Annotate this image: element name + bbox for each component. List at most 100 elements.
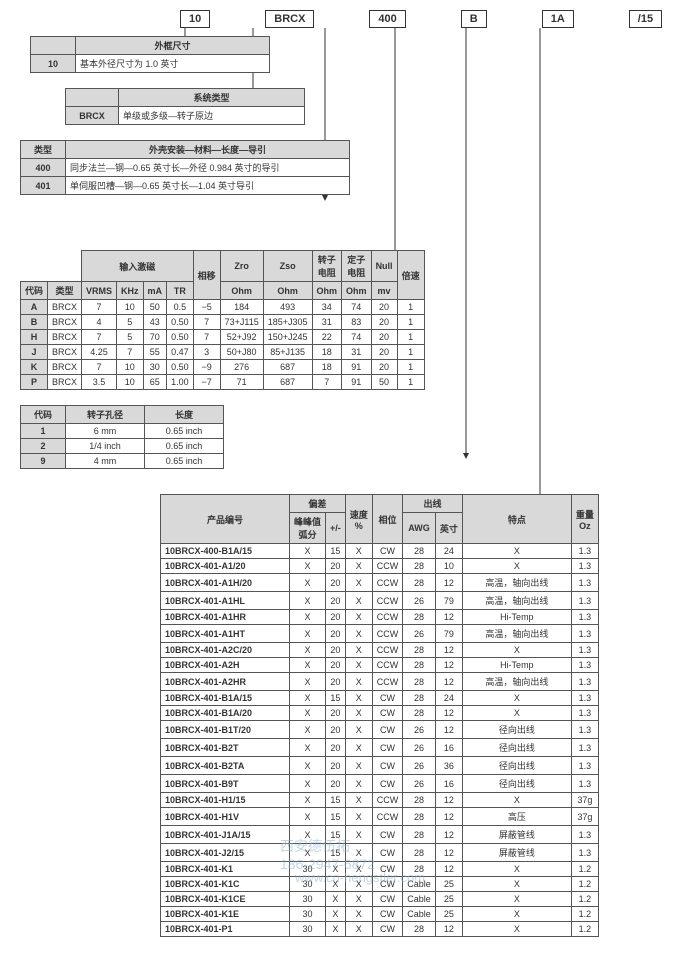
cell: X [290, 739, 326, 757]
cell: 28 [403, 862, 436, 877]
cell: 71 [220, 375, 263, 390]
frame-size-table: 外框尺寸 10基本外径尺寸为 1.0 英寸 [30, 36, 270, 73]
cell: 79 [435, 592, 462, 610]
cell: 12 [435, 643, 462, 658]
cell: 1.3 [571, 625, 598, 643]
cell: X [462, 922, 571, 937]
cell: X [290, 559, 326, 574]
cell: X [290, 721, 326, 739]
cell: 1.00 [167, 375, 194, 390]
cell: 20 [326, 658, 346, 673]
cell: X [345, 592, 372, 610]
cell: Cable [403, 877, 436, 892]
cell: X [345, 721, 372, 739]
cell: 7 [193, 315, 220, 330]
cell: 1.3 [571, 844, 598, 862]
cell: X [345, 559, 372, 574]
cell: 20 [326, 721, 346, 739]
cell: 0.65 inch [145, 439, 224, 454]
cell: 20 [326, 673, 346, 691]
cell: X [290, 544, 326, 559]
cell: BRCX [48, 375, 82, 390]
cell: 10BRCX-401-A2H [161, 658, 290, 673]
cell: 5 [117, 330, 144, 345]
cell: 7 [312, 375, 342, 390]
cell: X [345, 775, 372, 793]
cell: 185+J305 [263, 315, 312, 330]
cell: CCW [372, 643, 403, 658]
cell: 10BRCX-401-A1/20 [161, 559, 290, 574]
cell: CCW [372, 559, 403, 574]
cell: 184 [220, 300, 263, 315]
cell: X [345, 625, 372, 643]
cell: 10BRCX-401-B2T [161, 739, 290, 757]
cell: X [462, 793, 571, 808]
cell: X [290, 592, 326, 610]
cell: CW [372, 544, 403, 559]
cell: 16 [435, 775, 462, 793]
cell: 高温，轴向出线 [462, 592, 571, 610]
cell: 28 [403, 559, 436, 574]
cell: 0.5 [167, 300, 194, 315]
cell: 10BRCX-401-A1HR [161, 610, 290, 625]
cell: 高温，轴向出线 [462, 673, 571, 691]
cell: CW [372, 892, 403, 907]
cell: 7 [82, 300, 117, 315]
cell: 高温，轴向出线 [462, 574, 571, 592]
code-400: 400 [369, 10, 405, 28]
cell: CCW [372, 574, 403, 592]
cell: 493 [263, 300, 312, 315]
cell: 43 [143, 315, 167, 330]
cell: 31 [312, 315, 342, 330]
cell: 10BRCX-401-H1V [161, 808, 290, 826]
cell: 26 [403, 625, 436, 643]
cell: 20 [326, 643, 346, 658]
cell: 1.3 [571, 643, 598, 658]
cell: 34 [312, 300, 342, 315]
cell: X [462, 559, 571, 574]
cell: 12 [435, 808, 462, 826]
cell: A [21, 300, 48, 315]
cell: CCW [372, 658, 403, 673]
cell: X [290, 775, 326, 793]
cell: CW [372, 922, 403, 937]
cell: 10BRCX-401-H1/15 [161, 793, 290, 808]
cell: X [290, 691, 326, 706]
cell: 31 [342, 345, 372, 360]
cell: 1.3 [571, 706, 598, 721]
cell: 1.2 [571, 862, 598, 877]
cell: 15 [326, 826, 346, 844]
cell: 687 [263, 375, 312, 390]
cell: 10BRCX-401-B1A/15 [161, 691, 290, 706]
cell: 20 [371, 300, 397, 315]
cell: 28 [403, 826, 436, 844]
cell: X [462, 862, 571, 877]
cell: 70 [143, 330, 167, 345]
cell: 687 [263, 360, 312, 375]
cell: 1.3 [571, 544, 598, 559]
cell: BRCX [48, 315, 82, 330]
cell: 52+J92 [220, 330, 263, 345]
cell: 1 [397, 330, 424, 345]
cell: X [345, 706, 372, 721]
cell: CCW [372, 673, 403, 691]
cell: X [345, 907, 372, 922]
cell: X [345, 793, 372, 808]
code-b: B [461, 10, 487, 28]
cell: Hi-Temp [462, 610, 571, 625]
cell: H [21, 330, 48, 345]
cell: 37g [571, 793, 598, 808]
cell: CCW [372, 592, 403, 610]
cell: 1.3 [571, 721, 598, 739]
cell: 4 mm [66, 454, 145, 469]
cell: 18 [312, 345, 342, 360]
cell: 20 [326, 592, 346, 610]
cell: X [462, 877, 571, 892]
cell: 30 [290, 907, 326, 922]
cell: 15 [326, 844, 346, 862]
cell: 24 [435, 691, 462, 706]
cell: X [326, 892, 346, 907]
cell: BRCX [48, 300, 82, 315]
cell: 37g [571, 808, 598, 826]
cell: 10BRCX-401-J2/15 [161, 844, 290, 862]
